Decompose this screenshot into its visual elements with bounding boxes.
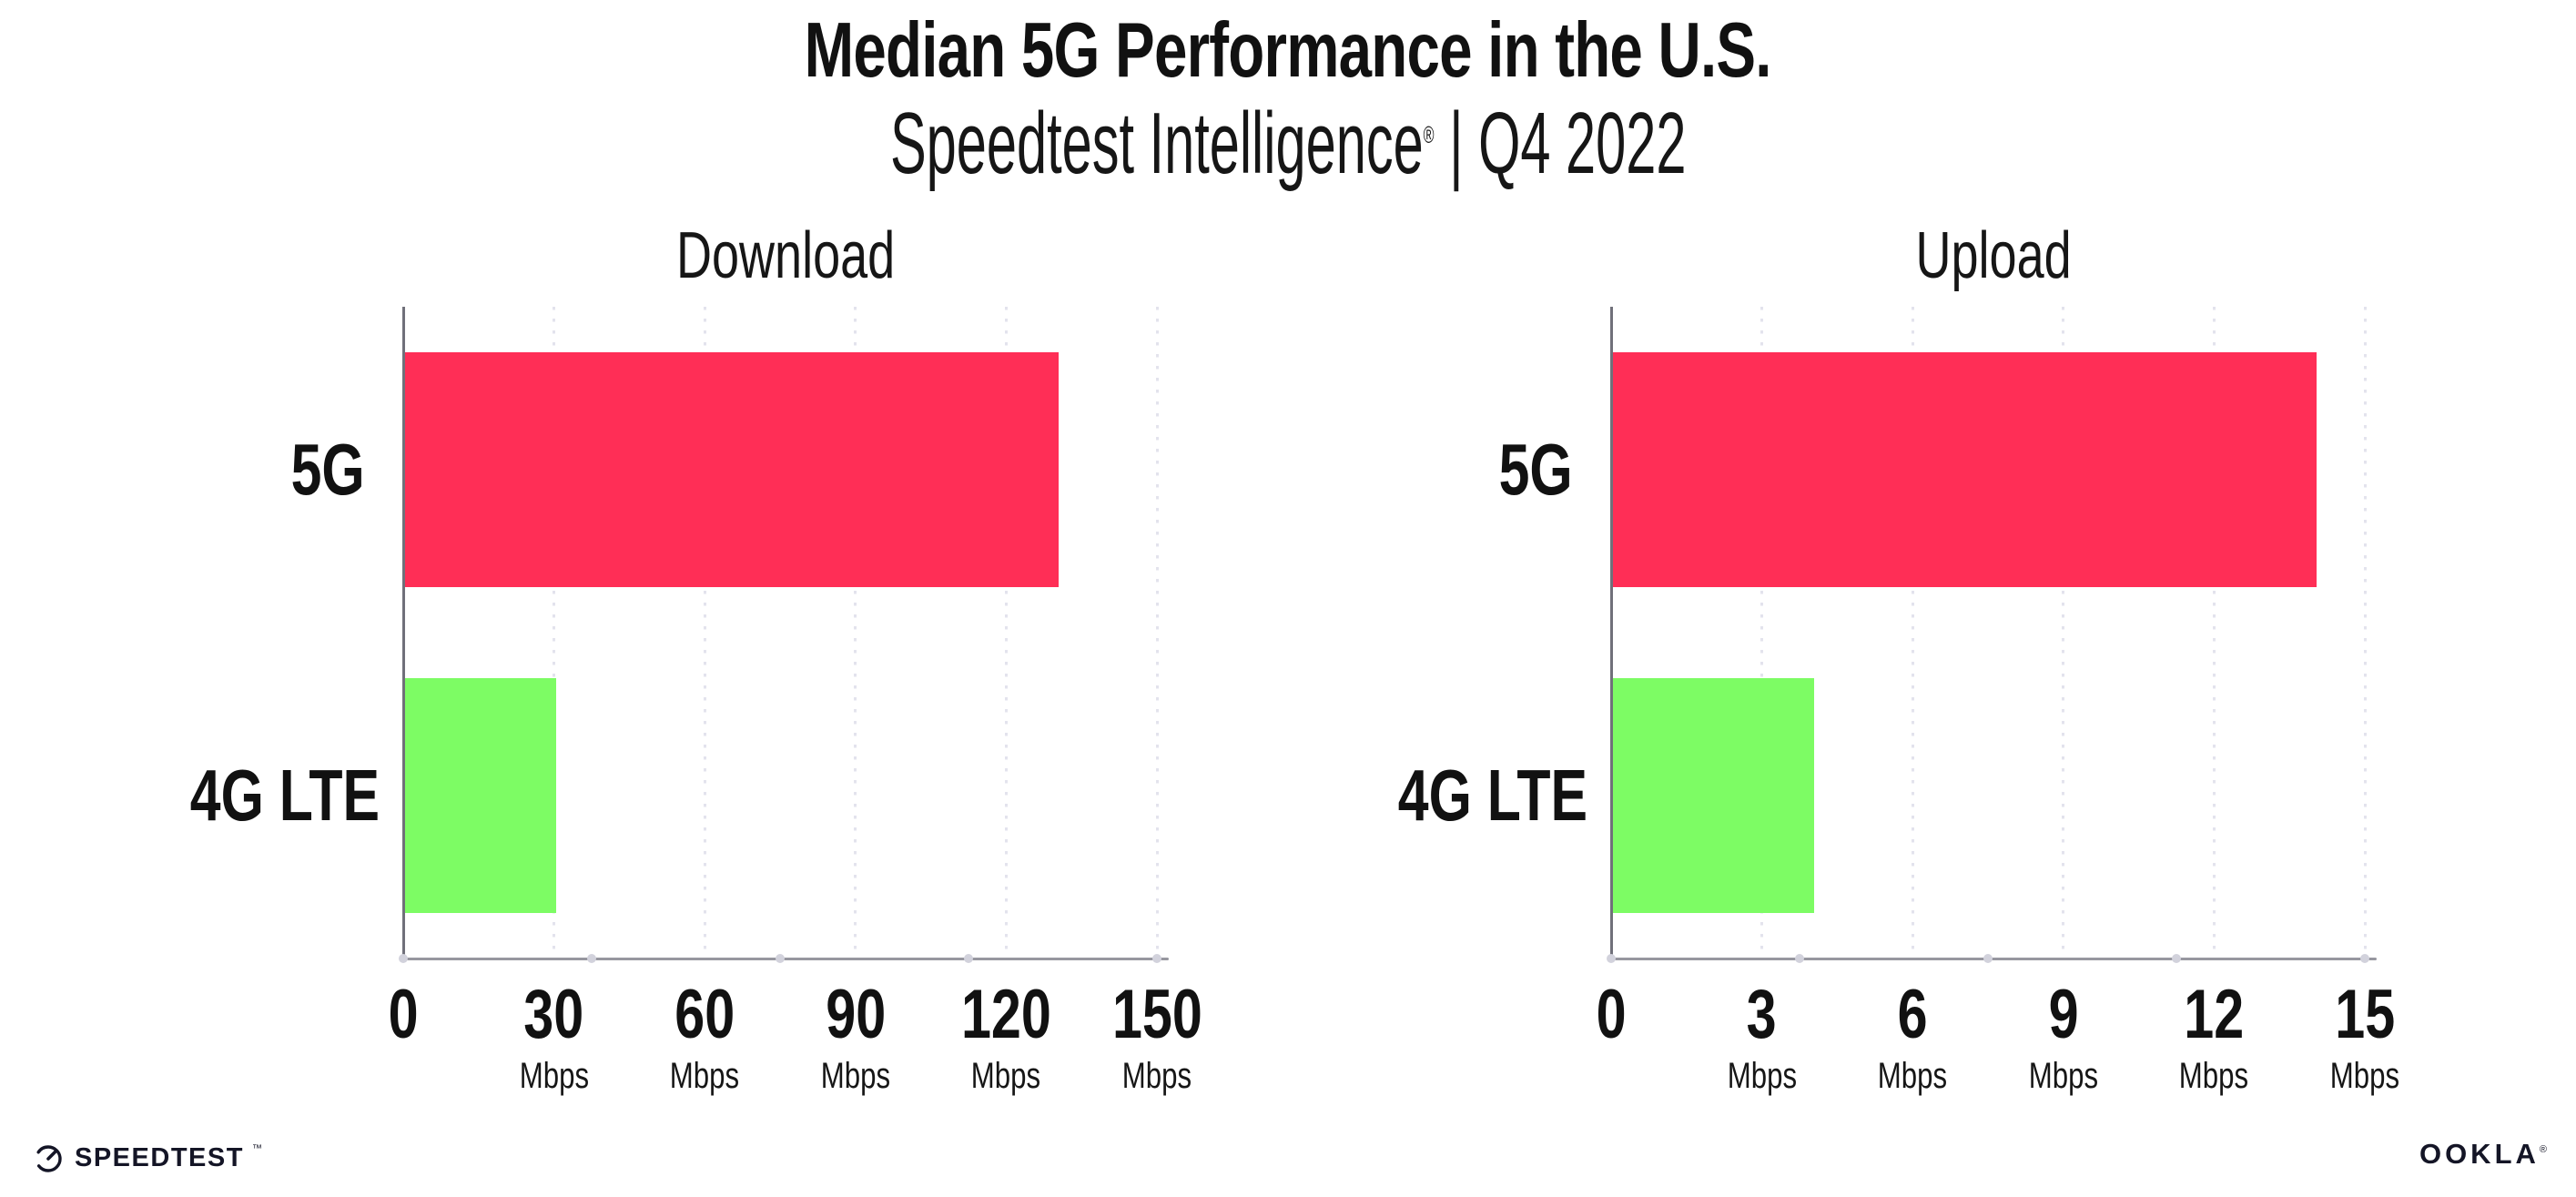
- x-tick: 6 Mbps: [1799, 976, 2026, 1096]
- registered-icon: ®: [2539, 1144, 2547, 1155]
- gridline: [1911, 307, 1914, 958]
- x-tick: 0: [289, 980, 517, 1050]
- x-tick-unit-label: Mbps: [2179, 1056, 2249, 1096]
- speedtest-logo: SPEEDTEST ™: [30, 1140, 262, 1176]
- category-label-4g-lte: 4G LTE: [130, 759, 380, 832]
- x-tick-label: 0: [1596, 976, 1627, 1053]
- upload-chart-title: Upload: [1915, 219, 2073, 292]
- x-tick: 30 Mbps: [441, 976, 668, 1096]
- speedtest-wordmark: SPEEDTEST: [75, 1142, 244, 1172]
- x-tick: 120 Mbps: [892, 976, 1120, 1096]
- axis-tick-dot: [1607, 954, 1616, 963]
- x-tick: 12 Mbps: [2100, 976, 2328, 1096]
- download-chart-title: Download: [676, 219, 896, 292]
- ookla-wordmark: OOKLA: [2419, 1138, 2540, 1170]
- axis-tick-dot: [2172, 954, 2181, 963]
- x-tick: 9 Mbps: [1950, 976, 2177, 1096]
- x-tick-label: 12: [2184, 976, 2245, 1053]
- x-tick-unit-label: Mbps: [820, 1056, 890, 1096]
- upload-chart: Upload 5G 4G LTE 0 3 Mbps 6 Mbps 9 Mbps 12 Mbps 15 M…: [1311, 209, 2576, 1174]
- gridline: [1004, 307, 1008, 958]
- gridline: [2212, 307, 2216, 958]
- axis-tick-dot: [1795, 954, 1804, 963]
- axis-tick-dot: [776, 954, 785, 963]
- download-plot: 5G 4G LTE 0 30 Mbps 60 Mbps 90 Mbps 120 Mbps 150 Mbp…: [190, 307, 1202, 1094]
- category-label-4g-lte: 4G LTE: [1338, 759, 1587, 832]
- x-tick-unit-label: Mbps: [2329, 1056, 2400, 1096]
- x-tick-unit-label: Mbps: [1727, 1056, 1797, 1096]
- gridline: [1760, 307, 1764, 958]
- category-label-text: 4G LTE: [1397, 755, 1588, 836]
- category-label-5g: 5G: [130, 433, 365, 506]
- x-tick: 60 Mbps: [591, 976, 818, 1096]
- axis-tick-dot: [964, 954, 973, 963]
- x-tick-label: 150: [1111, 976, 1202, 1053]
- category-label-5g: 5G: [1338, 433, 1573, 506]
- axis-tick-dot: [399, 954, 408, 963]
- x-tick-unit-label: Mbps: [670, 1056, 740, 1096]
- registered-trademark-icon: ®: [1423, 121, 1435, 148]
- x-tick-label: 6: [1897, 976, 1928, 1053]
- y-axis: [402, 307, 405, 960]
- speedtest-gauge-icon: [35, 1145, 62, 1172]
- category-label-text: 5G: [1498, 429, 1573, 510]
- gridline: [553, 307, 556, 958]
- bar-4g-lte: [1613, 678, 1814, 913]
- subtitle-quarter: | Q4 2022: [1434, 95, 1687, 192]
- x-axis: [1611, 958, 2377, 960]
- axis-tick-dot: [2360, 954, 2369, 963]
- bar-5g: [405, 352, 1059, 587]
- category-label-text: 5G: [290, 429, 365, 510]
- category-label-text: 4G LTE: [189, 755, 380, 836]
- gridline: [854, 307, 857, 958]
- gridline: [1155, 307, 1159, 958]
- x-axis: [403, 958, 1169, 960]
- subtitle-brand: Speedtest Intelligence: [889, 95, 1424, 192]
- x-tick-label: 9: [2048, 976, 2079, 1053]
- x-tick: 0: [1497, 980, 1725, 1050]
- x-tick-unit-label: Mbps: [1121, 1056, 1192, 1096]
- gridline: [2363, 307, 2367, 958]
- x-tick-label: 90: [825, 976, 886, 1053]
- x-tick: 15 Mbps: [2251, 976, 2479, 1096]
- trademark-icon: ™: [251, 1143, 262, 1154]
- axis-tick-dot: [587, 954, 596, 963]
- x-tick-label: 0: [388, 976, 419, 1053]
- x-tick: 90 Mbps: [742, 976, 969, 1096]
- chart-subtitle: Speedtest Intelligence® | Q4 2022: [0, 96, 2576, 192]
- download-chart: Download 5G 4G LTE 0 30 Mbps 60 Mbps 90 Mbps 120 M…: [103, 209, 1377, 1174]
- axis-tick-dot: [1152, 954, 1161, 963]
- x-tick: 3 Mbps: [1648, 976, 1876, 1096]
- x-tick-label: 3: [1747, 976, 1778, 1053]
- upload-plot: 5G 4G LTE 0 3 Mbps 6 Mbps 9 Mbps 12 Mbps 15 Mbps: [1398, 307, 2399, 1094]
- y-axis: [1610, 307, 1613, 960]
- bar-5g: [1613, 352, 2317, 587]
- x-tick-unit-label: Mbps: [519, 1056, 589, 1096]
- gridline: [2062, 307, 2065, 958]
- x-tick-unit-label: Mbps: [2028, 1056, 2098, 1096]
- x-tick-label: 60: [674, 976, 735, 1053]
- chart-main-title: Median 5G Performance in the U.S.: [804, 7, 1772, 94]
- ookla-logo: OOKLA®: [2419, 1138, 2547, 1171]
- bar-4g-lte: [405, 678, 556, 913]
- footer-logo-row: SPEEDTEST ™ OOKLA®: [0, 1129, 2576, 1183]
- x-tick-label: 30: [523, 976, 584, 1053]
- x-tick: 150 Mbps: [1043, 976, 1271, 1096]
- x-tick-unit-label: Mbps: [971, 1056, 1041, 1096]
- axis-tick-dot: [1983, 954, 1993, 963]
- x-tick-label: 15: [2335, 976, 2395, 1053]
- gridline: [703, 307, 706, 958]
- x-tick-unit-label: Mbps: [1878, 1056, 1948, 1096]
- x-tick-label: 120: [960, 976, 1051, 1053]
